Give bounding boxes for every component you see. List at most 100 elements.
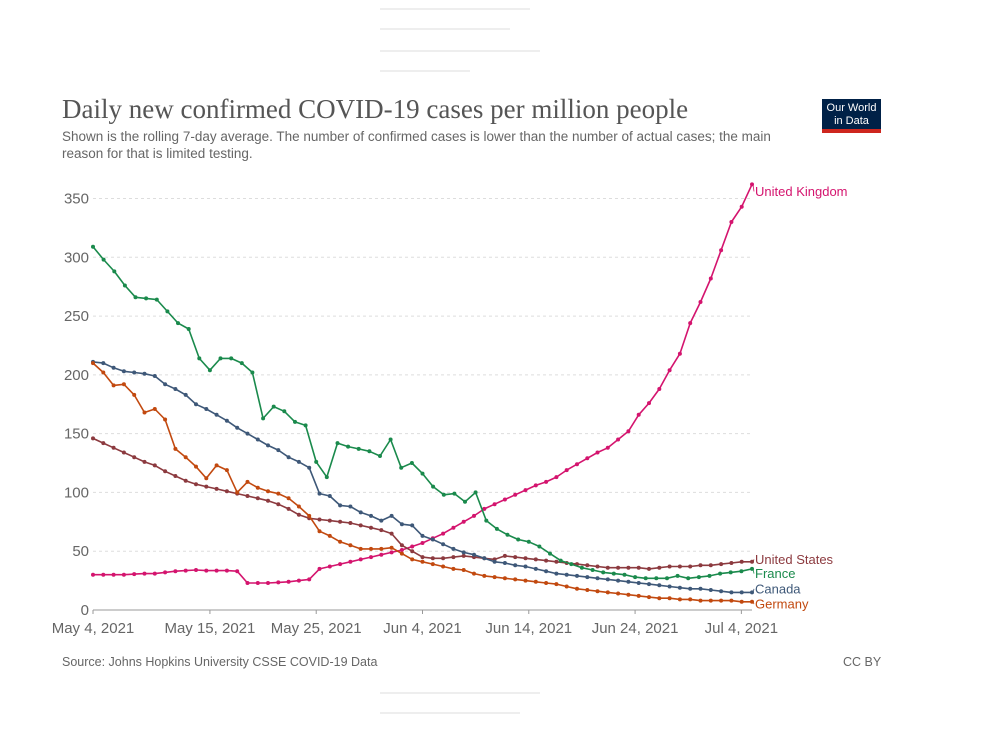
data-point-united-kingdom	[276, 580, 281, 585]
data-point-united-states	[513, 555, 518, 560]
series-label-connector-united-states	[752, 559, 755, 562]
data-point-germany	[91, 361, 95, 366]
data-point-germany	[482, 573, 487, 578]
data-point-france	[643, 576, 648, 581]
data-point-canada	[235, 425, 240, 430]
data-point-canada	[276, 448, 281, 453]
data-point-united-states	[605, 565, 610, 570]
data-point-canada	[544, 569, 549, 574]
data-point-france	[197, 356, 202, 361]
data-point-germany	[657, 596, 662, 601]
data-point-canada	[461, 550, 466, 555]
data-point-united-states	[296, 512, 301, 517]
data-point-canada	[121, 369, 126, 374]
data-point-germany	[513, 577, 518, 582]
data-point-united-states	[420, 555, 425, 560]
faint-header-line	[380, 28, 510, 30]
data-point-united-states	[91, 436, 95, 441]
data-point-germany	[266, 489, 270, 494]
data-point-united-kingdom	[657, 387, 662, 391]
source-note[interactable]: Source: Johns Hopkins University CSSE CO…	[62, 655, 378, 669]
owid-logo[interactable]: Our World in Data	[822, 99, 881, 133]
data-point-germany	[163, 417, 168, 422]
x-tick-label: Jul 4, 2021	[705, 620, 778, 637]
data-point-united-states	[121, 450, 126, 455]
series-line-united-states	[92, 437, 752, 570]
x-tick-label: May 4, 2021	[52, 620, 135, 637]
data-point-france	[218, 356, 223, 361]
y-tick-label: 350	[64, 191, 89, 208]
data-point-germany	[677, 597, 682, 602]
data-point-canada	[739, 590, 744, 595]
data-point-canada	[667, 584, 672, 589]
data-point-united-states	[523, 556, 528, 561]
data-point-france	[293, 419, 297, 424]
faint-header-line	[380, 70, 470, 72]
data-point-united-states	[667, 564, 672, 569]
data-point-united-states	[502, 553, 507, 558]
data-point-canada	[698, 586, 703, 591]
faint-footer-line	[380, 692, 540, 694]
data-point-canada	[142, 371, 147, 376]
data-point-united-kingdom	[729, 220, 734, 224]
license-link[interactable]: CC BY	[843, 655, 882, 669]
data-point-canada	[266, 443, 270, 448]
data-point-france	[601, 570, 606, 575]
data-point-united-states	[183, 478, 188, 483]
data-point-canada	[204, 407, 209, 411]
data-point-germany	[389, 545, 394, 550]
data-point-united-states	[544, 558, 549, 563]
data-point-united-states	[647, 566, 651, 571]
data-point-united-kingdom	[132, 572, 137, 577]
data-point-canada	[502, 561, 507, 565]
data-point-united-states	[142, 459, 147, 464]
data-point-united-kingdom	[647, 401, 651, 406]
data-point-united-kingdom	[708, 276, 713, 281]
data-point-united-states	[719, 562, 724, 567]
data-point-united-states	[194, 482, 198, 487]
data-point-germany	[492, 575, 497, 580]
data-point-united-kingdom	[667, 368, 672, 373]
data-point-canada	[338, 503, 343, 508]
series-label-france: France	[755, 566, 795, 581]
data-point-canada	[523, 564, 528, 569]
data-point-france	[101, 257, 106, 262]
data-point-canada	[399, 522, 404, 527]
data-point-united-kingdom	[585, 456, 590, 461]
y-tick-label: 0	[81, 602, 89, 619]
data-point-france	[452, 491, 457, 496]
data-point-united-kingdom	[441, 531, 446, 536]
data-point-canada	[307, 465, 312, 470]
data-point-france	[494, 526, 499, 531]
y-tick-label: 200	[64, 367, 89, 384]
data-point-canada	[564, 572, 569, 577]
data-point-united-states	[132, 455, 137, 460]
data-point-germany	[224, 468, 229, 473]
data-point-france	[165, 309, 170, 314]
data-point-united-kingdom	[677, 351, 682, 356]
data-point-germany	[255, 485, 260, 490]
data-point-canada	[214, 412, 219, 417]
chart-subtitle: Shown is the rolling 7-day average. The …	[62, 129, 771, 161]
data-point-germany	[729, 598, 734, 603]
data-point-united-kingdom	[739, 204, 744, 209]
data-point-united-states	[152, 463, 157, 468]
data-point-canada	[575, 573, 579, 578]
data-point-canada	[513, 563, 518, 568]
data-point-germany	[698, 598, 703, 603]
data-point-france	[122, 283, 127, 288]
data-point-germany	[296, 504, 301, 509]
data-point-united-states	[317, 517, 322, 522]
data-point-france	[133, 295, 138, 300]
data-point-france	[569, 562, 574, 567]
data-point-united-states	[626, 565, 631, 570]
series-label-connector-germany	[752, 601, 755, 605]
data-point-united-kingdom	[204, 568, 209, 573]
data-point-germany	[183, 455, 188, 460]
data-point-canada	[585, 575, 590, 580]
data-point-united-states	[399, 543, 404, 548]
data-point-united-kingdom	[688, 321, 693, 326]
data-point-france	[144, 296, 149, 301]
data-point-united-kingdom	[492, 502, 497, 507]
